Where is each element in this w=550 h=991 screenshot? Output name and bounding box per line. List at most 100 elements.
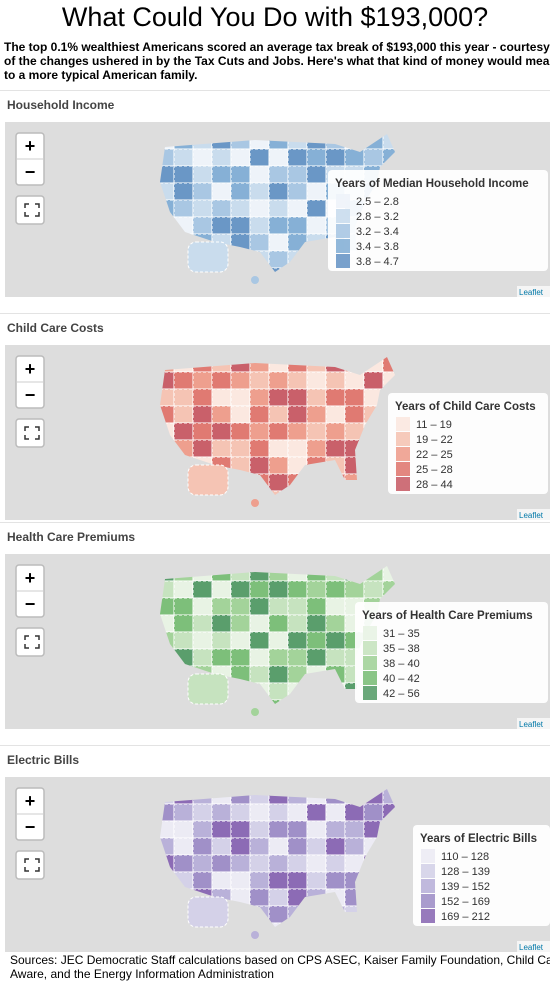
state xyxy=(230,803,251,822)
state xyxy=(160,566,175,582)
state xyxy=(382,566,395,582)
state xyxy=(344,490,365,495)
state xyxy=(325,648,346,667)
state xyxy=(268,699,289,704)
state xyxy=(287,250,308,269)
legend-swatch xyxy=(336,239,350,253)
state xyxy=(268,682,289,701)
zoom-in[interactable]: + xyxy=(25,359,36,379)
state xyxy=(173,837,194,856)
state xyxy=(325,422,346,441)
zoom-out[interactable]: − xyxy=(25,594,36,614)
state xyxy=(249,216,270,235)
fullscreen-button[interactable] xyxy=(15,418,45,448)
legend-swatch xyxy=(421,879,435,893)
state xyxy=(230,566,251,582)
state xyxy=(230,837,251,856)
state xyxy=(211,580,232,599)
fullscreen-button[interactable] xyxy=(15,627,45,657)
zoom-in[interactable]: + xyxy=(25,136,36,156)
state xyxy=(160,597,175,616)
state xyxy=(249,566,270,582)
state xyxy=(382,803,395,822)
attribution-bg xyxy=(517,286,550,297)
hawaii xyxy=(251,499,259,507)
state xyxy=(173,165,194,184)
state xyxy=(230,854,251,873)
panel-title: Child Care Costs xyxy=(0,313,550,343)
state xyxy=(160,405,175,424)
state xyxy=(344,357,365,373)
state xyxy=(211,789,232,805)
state xyxy=(306,922,327,927)
state xyxy=(382,820,395,839)
fullscreen-button[interactable] xyxy=(15,850,45,880)
state xyxy=(306,267,327,272)
state xyxy=(160,357,175,373)
fullscreen-button[interactable] xyxy=(15,195,45,225)
state xyxy=(382,134,395,150)
state xyxy=(249,820,270,839)
legend-label: 35 – 38 xyxy=(383,643,420,655)
state xyxy=(160,820,175,839)
state xyxy=(230,614,251,633)
state xyxy=(287,854,308,873)
state xyxy=(306,905,327,924)
state xyxy=(363,820,384,839)
state xyxy=(211,803,232,822)
zoom-in[interactable]: + xyxy=(25,791,36,811)
state xyxy=(306,871,327,890)
attribution: Leaflet xyxy=(519,288,544,297)
zoom-out[interactable]: − xyxy=(25,385,36,405)
state xyxy=(249,665,270,684)
state xyxy=(230,216,251,235)
state xyxy=(287,631,308,650)
state xyxy=(287,597,308,616)
state xyxy=(249,789,270,805)
legend-swatch xyxy=(421,849,435,863)
fullscreen-icon xyxy=(24,635,40,649)
state xyxy=(173,871,194,890)
state xyxy=(306,789,327,805)
state xyxy=(173,216,194,235)
state xyxy=(211,837,232,856)
state xyxy=(160,614,175,633)
state xyxy=(249,580,270,599)
state xyxy=(325,922,346,927)
state xyxy=(160,134,175,150)
state xyxy=(249,422,270,441)
state xyxy=(268,182,289,201)
state xyxy=(325,490,346,495)
zoom-in[interactable]: + xyxy=(25,568,36,588)
state xyxy=(211,648,232,667)
state xyxy=(306,388,327,407)
legend-label: 22 – 25 xyxy=(416,449,453,461)
state xyxy=(344,388,365,407)
state xyxy=(211,597,232,616)
intro-text: The top 0.1% wealthiest Americans scored… xyxy=(4,40,550,82)
state xyxy=(173,371,194,390)
state xyxy=(287,614,308,633)
state xyxy=(249,905,270,924)
state xyxy=(160,682,175,701)
zoom-out[interactable]: − xyxy=(25,817,36,837)
state xyxy=(287,134,308,150)
state xyxy=(287,422,308,441)
zoom-out[interactable]: − xyxy=(25,162,36,182)
state xyxy=(230,134,251,150)
map-panel: Child Care Costs + − Years of Child Care Co… xyxy=(0,313,550,523)
state xyxy=(249,837,270,856)
state xyxy=(268,250,289,269)
state xyxy=(192,216,213,235)
state xyxy=(363,405,384,424)
state xyxy=(230,905,251,924)
state xyxy=(363,422,384,441)
state xyxy=(160,922,175,927)
legend-swatch xyxy=(336,209,350,223)
state xyxy=(363,837,384,856)
state xyxy=(249,648,270,667)
state xyxy=(249,250,270,269)
state xyxy=(173,854,194,873)
state xyxy=(268,165,289,184)
state xyxy=(306,837,327,856)
